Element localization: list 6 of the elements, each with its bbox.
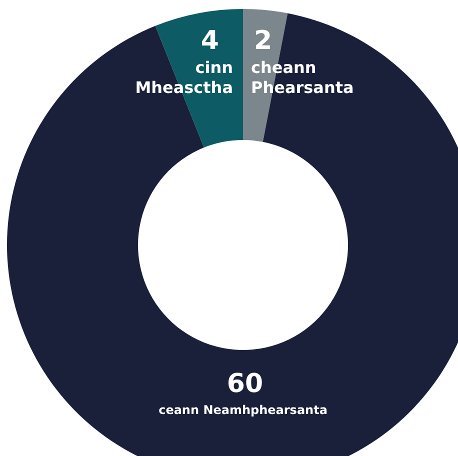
data-label: 60 [226,369,264,399]
data-label: 4 [200,26,219,56]
slice-label: cinn Mheasctha [135,58,233,97]
slice-label: ceann Neamhphearsanta [158,403,328,417]
data-label: 2 [254,26,272,56]
slice-label: cheann Phearsanta [251,58,354,97]
